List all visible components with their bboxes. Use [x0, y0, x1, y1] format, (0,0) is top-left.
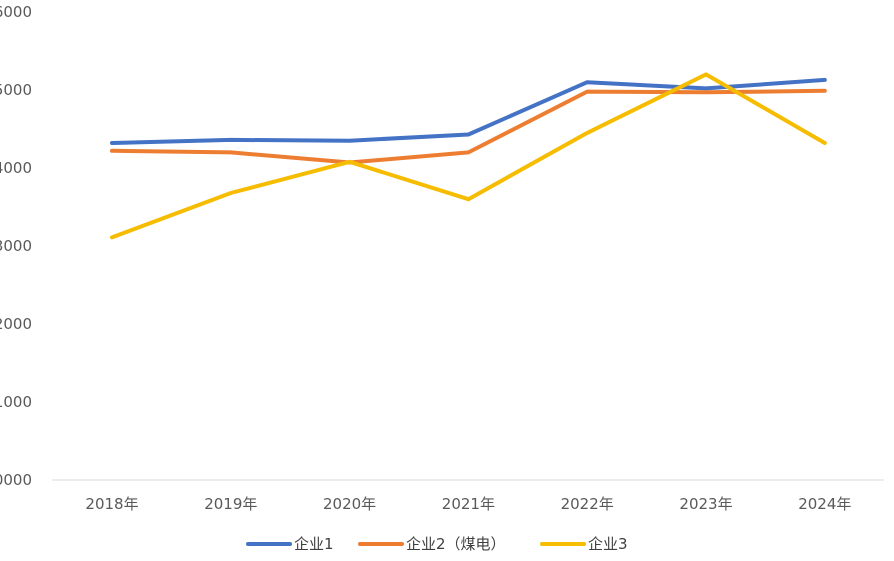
series-lines — [110, 72, 827, 240]
y-tick-label: 3000 — [0, 237, 32, 255]
y-tick-label: 6000 — [0, 3, 32, 21]
series-line-2 — [110, 88, 827, 165]
x-tick-label: 2019年 — [204, 495, 257, 513]
x-tick-label: 2018年 — [85, 495, 138, 513]
y-tick-label: 4000 — [0, 159, 32, 177]
x-tick-label: 2022年 — [561, 495, 614, 513]
y-tick-label: 5000 — [0, 81, 32, 99]
y-tick-label: 2000 — [0, 315, 32, 333]
series-line-3 — [110, 72, 827, 240]
y-tick-label: 1000 — [0, 393, 32, 411]
x-tick-label: 2023年 — [679, 495, 732, 513]
legend-label-2: 企业2（煤电） — [406, 535, 506, 553]
x-axis-tick-labels: 2018年 2019年 2020年 2021年 2022年 2023年 2024年 — [85, 495, 851, 513]
x-tick-label: 2020年 — [323, 495, 376, 513]
legend-label-3: 企业3 — [588, 535, 628, 553]
legend-label-1: 企业1 — [294, 535, 334, 553]
x-tick-label: 2024年 — [798, 495, 851, 513]
legend: 企业1 企业2（煤电） 企业3 — [246, 535, 628, 553]
series-line-1 — [110, 77, 827, 145]
x-tick-label: 2021年 — [442, 495, 495, 513]
